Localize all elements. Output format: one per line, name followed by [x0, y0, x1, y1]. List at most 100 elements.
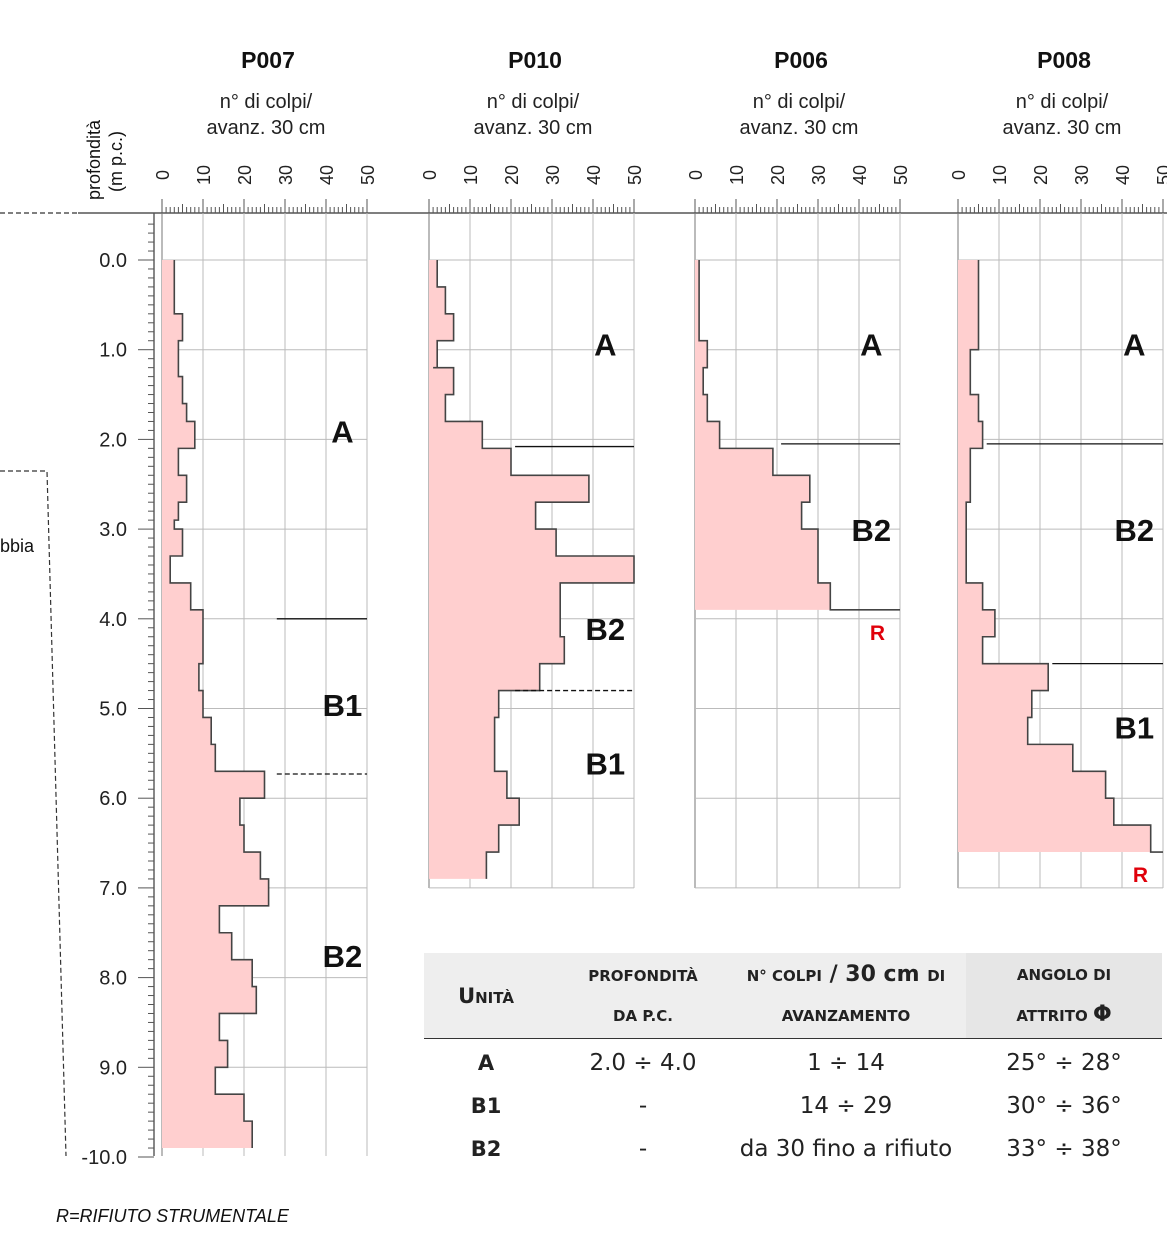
- y-tick-label: -10.0: [81, 1147, 127, 1169]
- unit-label: B1: [585, 746, 625, 781]
- x-axis-label-line2: avanz. 30 cm: [740, 117, 859, 139]
- unit-label: B2: [585, 612, 625, 647]
- panel-title: P006: [774, 47, 828, 73]
- unit-label: B2: [323, 939, 363, 974]
- x-tick-label: 40: [1113, 165, 1133, 185]
- header-blows: n° colpi / 30 cm di avanzamento: [738, 953, 954, 1038]
- row-angle: 30° ÷ 36°: [1006, 1092, 1122, 1119]
- x-tick-label: 10: [990, 165, 1010, 185]
- y-tick-label: 2.0: [99, 429, 127, 451]
- blow-count-line: [965, 260, 1163, 853]
- x-axis-label-line1: n° di colpi/: [753, 91, 846, 113]
- header-angle-line1: angolo di: [1016, 966, 1112, 984]
- x-tick-label: 50: [891, 165, 911, 185]
- x-tick-label: 50: [1154, 165, 1167, 185]
- row-blows: 14 ÷ 29: [799, 1092, 893, 1119]
- table-row: B1 - 14 ÷ 29 30° ÷ 36°: [424, 1084, 1162, 1127]
- blow-count-area: [958, 260, 1163, 853]
- blow-count-area: [429, 260, 634, 879]
- y-tick-label: 6.0: [99, 788, 127, 810]
- x-tick-label: 30: [276, 165, 296, 185]
- blow-count-line: [433, 260, 635, 879]
- header-depth-line2: da p.c.: [613, 1006, 673, 1025]
- blow-count-area: [162, 260, 269, 1149]
- header-depth: Profondità da p.c.: [548, 953, 738, 1038]
- x-tick-label: 30: [1072, 165, 1092, 185]
- x-axis-label-line2: avanz. 30 cm: [474, 117, 593, 139]
- y-axis-label-line1: profondità: [84, 119, 104, 200]
- side-label: bbia: [0, 536, 35, 556]
- header-blows-a: n° colpi: [746, 967, 822, 985]
- y-tick-label: 5.0: [99, 699, 127, 721]
- row-unit: B2: [470, 1136, 502, 1161]
- table-row: A 2.0 ÷ 4.0 1 ÷ 14 25° ÷ 28°: [424, 1041, 1162, 1084]
- header-angle-line2: attrito ϕ: [1016, 995, 1111, 1036]
- header-depth-line1: Profondità: [588, 966, 698, 985]
- unit-label: A: [860, 327, 882, 362]
- panel-title: P008: [1037, 47, 1091, 73]
- row-depth: -: [638, 1135, 648, 1162]
- x-tick-label: 0: [153, 170, 173, 180]
- header-blows-b: / 30 cm: [821, 962, 928, 987]
- x-tick-label: 10: [461, 165, 481, 185]
- row-blows: 1 ÷ 14: [807, 1049, 885, 1076]
- x-tick-label: 40: [317, 165, 337, 185]
- unit-label: B1: [323, 688, 363, 723]
- unit-label: B2: [851, 513, 891, 548]
- row-depth: -: [638, 1092, 648, 1119]
- x-tick-label: 0: [686, 170, 706, 180]
- header-blows-c: di: [927, 967, 946, 985]
- y-tick-label: 7.0: [99, 878, 127, 900]
- header-unit-text: Unità: [458, 983, 514, 1008]
- header-unit: Unità: [424, 953, 548, 1038]
- x-tick-label: 20: [768, 165, 788, 185]
- header-blows-line2: avanzamento: [781, 1007, 911, 1025]
- left-bracket: [0, 470, 67, 1157]
- header-angle: angolo di attrito ϕ: [966, 953, 1162, 1038]
- unit-label: B1: [1114, 710, 1154, 745]
- blow-count-area: [695, 260, 900, 610]
- blow-count-line: [698, 260, 900, 611]
- panel-title: P007: [241, 47, 295, 73]
- x-tick-label: 30: [543, 165, 563, 185]
- unit-label: A: [1123, 327, 1145, 362]
- header-blows-line1: n° colpi / 30 cm di: [747, 955, 945, 996]
- row-unit: A: [477, 1050, 495, 1075]
- x-tick-label: 0: [420, 170, 440, 180]
- x-tick-label: 10: [194, 165, 214, 185]
- x-tick-label: 30: [809, 165, 829, 185]
- unit-label: B2: [1114, 513, 1154, 548]
- x-axis-label-line2: avanz. 30 cm: [1003, 117, 1122, 139]
- y-tick-label: 0.0: [99, 250, 127, 272]
- y-tick-label: 1.0: [99, 340, 127, 362]
- x-tick-label: 40: [850, 165, 870, 185]
- y-tick-label: 9.0: [99, 1057, 127, 1079]
- units-table: Unità Profondità da p.c. n° colpi / 30 c…: [424, 953, 1162, 1170]
- x-tick-label: 20: [502, 165, 522, 185]
- y-axis-label-line2: (m p.c.): [106, 131, 126, 192]
- row-unit: B1: [470, 1093, 502, 1118]
- x-tick-label: 50: [358, 165, 378, 185]
- blow-count-line: [169, 260, 270, 1149]
- unit-label: A: [331, 414, 353, 449]
- unit-label: A: [594, 327, 616, 362]
- x-axis-label-line1: n° di colpi/: [220, 91, 313, 113]
- x-axis-label-line1: n° di colpi/: [487, 91, 580, 113]
- row-depth: 2.0 ÷ 4.0: [589, 1049, 697, 1076]
- refusal-marker: R: [1133, 864, 1148, 887]
- refusal-note: R=RIFIUTO STRUMENTALE: [56, 1206, 289, 1226]
- table-header: Unità Profondità da p.c. n° colpi / 30 c…: [424, 953, 1162, 1039]
- refusal-marker: R: [870, 622, 885, 645]
- x-tick-label: 10: [727, 165, 747, 185]
- x-tick-label: 40: [584, 165, 604, 185]
- x-tick-label: 20: [1031, 165, 1051, 185]
- row-angle: 33° ÷ 38°: [1006, 1135, 1122, 1162]
- header-angle-text: attrito: [1016, 1007, 1088, 1025]
- y-tick-label: 4.0: [99, 609, 127, 631]
- x-tick-label: 20: [235, 165, 255, 185]
- y-tick-label: 8.0: [99, 968, 127, 990]
- table-row: B2 - da 30 fino a rifiuto 33° ÷ 38°: [424, 1127, 1162, 1170]
- row-angle: 25° ÷ 28°: [1006, 1049, 1122, 1076]
- panel-title: P010: [508, 47, 562, 73]
